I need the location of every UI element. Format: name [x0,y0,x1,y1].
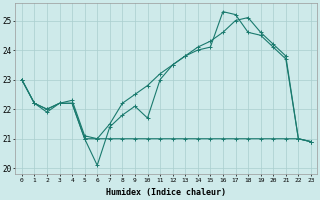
X-axis label: Humidex (Indice chaleur): Humidex (Indice chaleur) [106,188,226,197]
